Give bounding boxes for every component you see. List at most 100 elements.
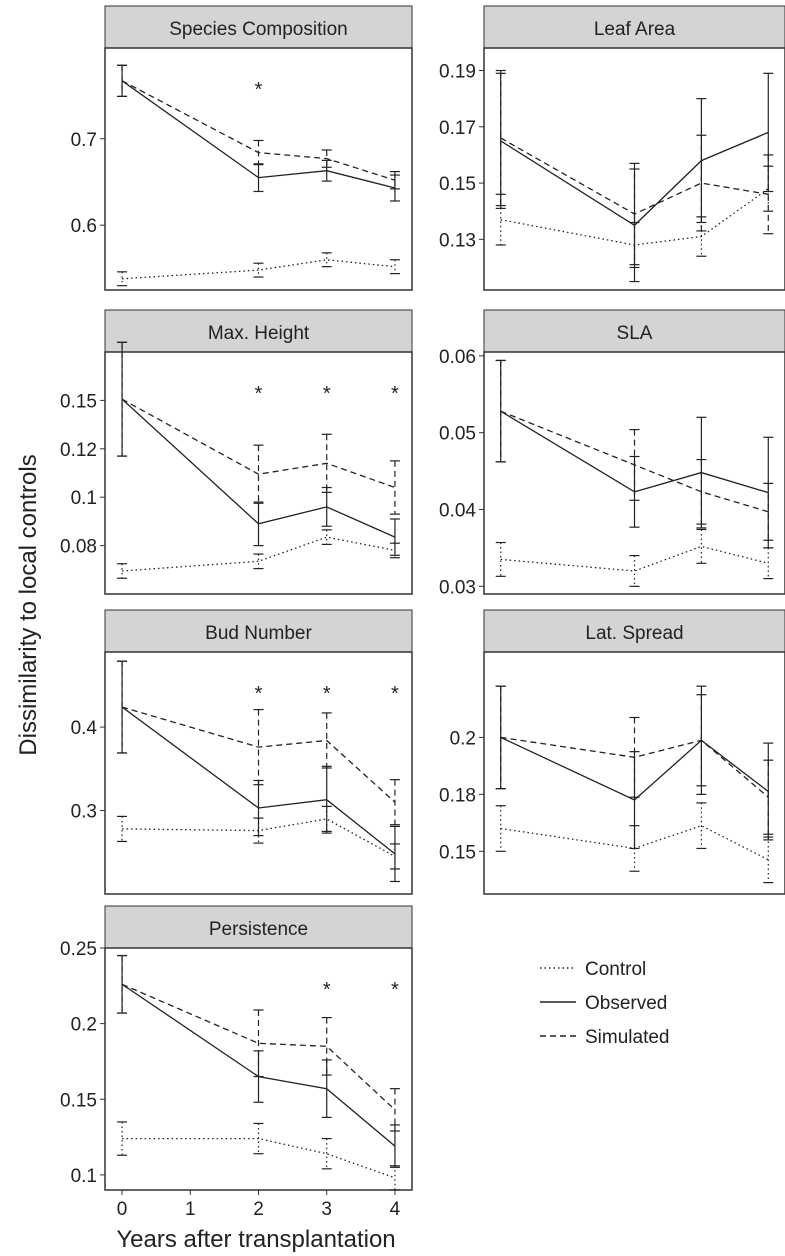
- panel-title: Persistence: [209, 919, 308, 940]
- series-simulated: [117, 660, 400, 826]
- error-bar: [629, 162, 640, 266]
- significance-marker: *: [391, 979, 399, 1001]
- series-observed: [117, 954, 400, 1168]
- error-bar: [696, 528, 707, 564]
- panel-strip: [483, 309, 785, 353]
- panel-persistence: Persistence 0.1 0.15 0.2 0.25 0 1 2 3 4 * *: [60, 905, 413, 1220]
- y-tick-label: 0.17: [439, 118, 476, 139]
- panel-strip: [104, 309, 413, 353]
- error-bar: [495, 805, 506, 852]
- error-bar: [389, 825, 400, 883]
- panel-strip: [104, 5, 413, 49]
- significance-marker: *: [255, 383, 263, 405]
- legend-label: Control: [585, 959, 646, 980]
- panel-strip: [104, 905, 413, 949]
- significance-marker: *: [323, 383, 331, 405]
- series-observed: [117, 660, 400, 883]
- significance-marker: *: [323, 683, 331, 705]
- series-control: [117, 1121, 400, 1191]
- series-line: [121, 80, 396, 189]
- panel-species-composition: Species Composition 0.6 0.7 *: [71, 5, 413, 291]
- x-axis-label: Years after transplantation: [116, 1226, 395, 1253]
- series-line: [500, 131, 769, 227]
- error-bar: [321, 1137, 332, 1170]
- y-tick-label: 0.25: [60, 939, 97, 960]
- y-tick-label: 0.1: [71, 1166, 97, 1187]
- significance-marker: *: [323, 979, 331, 1001]
- series-control: [117, 252, 400, 287]
- error-bar: [763, 482, 774, 541]
- error-bar: [696, 134, 707, 232]
- panel-strip: [104, 609, 413, 653]
- series-line: [121, 398, 396, 489]
- panel-title: Leaf Area: [594, 19, 676, 40]
- error-bar: [763, 154, 774, 235]
- error-bar: [389, 460, 400, 515]
- x-tick-label: 2: [253, 1199, 264, 1220]
- x-tick-label: 4: [390, 1199, 401, 1220]
- series-simulated: [117, 341, 400, 515]
- error-bar: [763, 436, 774, 549]
- error-bar: [696, 694, 707, 787]
- series-simulated: [117, 954, 400, 1132]
- series-line: [500, 410, 769, 494]
- panel-leaf-area: Leaf Area 0.13 0.15 0.17 0.19: [439, 5, 785, 291]
- panel-title: SLA: [617, 323, 653, 344]
- y-tick-label: 0.12: [60, 440, 97, 461]
- series-line: [122, 259, 395, 280]
- panel-frame: [104, 651, 413, 895]
- error-bar: [117, 660, 128, 754]
- y-tick-label: 0.15: [60, 1090, 97, 1111]
- x-tick-label: 1: [185, 1199, 196, 1220]
- y-tick-label: 0.05: [439, 424, 476, 445]
- error-bar: [253, 139, 264, 166]
- panel-max-height: Max. Height 0.08 0.1 0.12 0.15 * * *: [60, 309, 413, 595]
- series-simulated: [495, 359, 774, 541]
- panel-lat-spread: Lat. Spread 0.15 0.18 0.2: [439, 609, 785, 895]
- error-bar: [321, 712, 332, 769]
- series-line: [121, 398, 396, 538]
- error-bar: [321, 149, 332, 168]
- error-bar: [389, 259, 400, 275]
- y-tick-label: 0.08: [60, 537, 97, 558]
- series-line: [122, 536, 396, 572]
- error-bar: [253, 708, 264, 786]
- error-bar: [117, 1121, 128, 1156]
- error-bar: [389, 518, 400, 556]
- series-line: [121, 983, 396, 1147]
- error-bar: [321, 1016, 332, 1076]
- series-line: [122, 1137, 396, 1179]
- significance-marker: *: [391, 683, 399, 705]
- error-bar: [763, 759, 774, 835]
- error-bar: [253, 262, 264, 278]
- legend: Control Observed Simulated: [540, 959, 670, 1048]
- y-axis-label: Dissimilarity to local controls: [15, 454, 42, 755]
- series-line: [500, 137, 769, 215]
- y-tick-label: 0.18: [439, 785, 476, 806]
- series-line: [121, 706, 396, 855]
- error-bar: [117, 271, 128, 287]
- error-bar: [629, 428, 640, 501]
- panel-title: Lat. Spread: [585, 623, 683, 644]
- series-line: [500, 736, 769, 801]
- y-tick-label: 0.6: [71, 216, 97, 237]
- series-line: [122, 818, 396, 857]
- error-bar: [389, 1088, 400, 1132]
- y-tick-label: 0.15: [60, 391, 97, 412]
- error-bar: [253, 444, 264, 504]
- error-bar: [117, 815, 128, 843]
- error-bar: [629, 554, 640, 587]
- legend-item-observed: Observed: [540, 993, 667, 1014]
- y-tick-label: 0.7: [71, 130, 97, 151]
- series-simulated: [495, 69, 774, 266]
- series-simulated: [495, 685, 774, 835]
- legend-item-control: Control: [540, 959, 646, 980]
- y-tick-label: 0.2: [71, 1015, 97, 1036]
- x-tick-label: 0: [117, 1199, 128, 1220]
- y-tick-label: 0.03: [439, 577, 476, 598]
- error-bar: [495, 541, 506, 577]
- panel-title: Bud Number: [205, 623, 312, 644]
- error-bar: [389, 779, 400, 826]
- y-tick-label: 0.19: [439, 62, 476, 83]
